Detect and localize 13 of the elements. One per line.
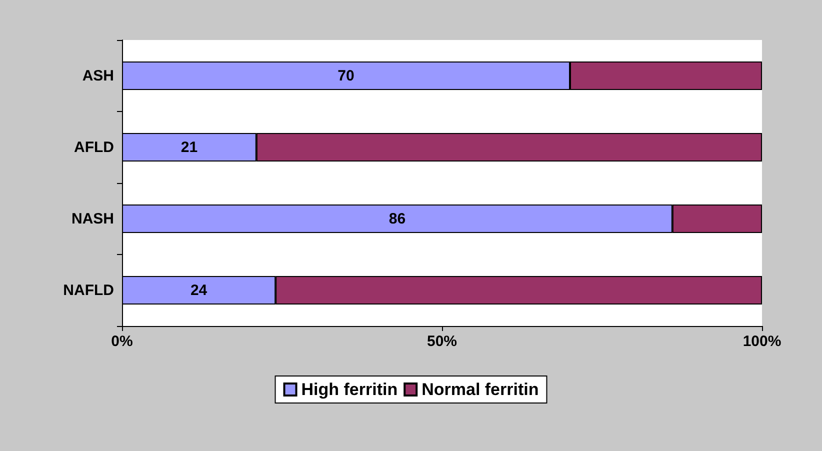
legend-label: Normal ferritin [422,380,539,399]
data-label: 24 [190,282,208,299]
y-tick-label: NAFLD [63,282,114,299]
data-label: 21 [180,138,198,156]
x-tick-label: 100% [742,333,782,350]
data-label: 70 [338,67,354,84]
y-tick-label: AFLD [74,138,114,156]
x-tick-label: 0% [111,333,133,350]
y-tick-label: ASH [82,67,114,84]
y-tick-label: NASH [71,210,114,228]
x-tick-label: 50% [426,333,458,350]
legend-label: High ferritin [301,380,398,399]
data-label: 86 [388,210,406,228]
